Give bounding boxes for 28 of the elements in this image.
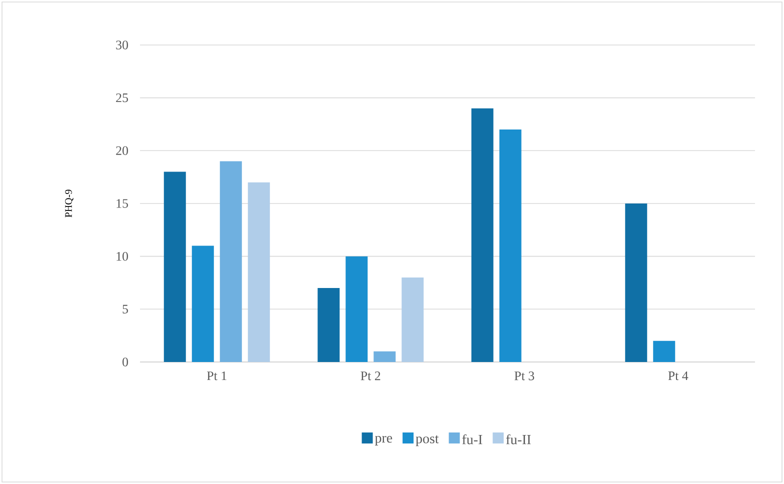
y-tick-label: 30 <box>116 40 128 50</box>
y-tick-label: 20 <box>116 146 128 156</box>
y-tick-label: 0 <box>122 358 128 366</box>
legend-label: fu-I <box>462 434 482 444</box>
bar <box>192 246 214 362</box>
legend-label: fu-II <box>506 434 531 444</box>
bar <box>499 130 522 362</box>
legend-label: pre <box>374 436 392 446</box>
bar <box>220 161 242 362</box>
bar <box>653 340 676 362</box>
y-tick-label: 10 <box>116 252 128 261</box>
x-tick-label: Pt 2 <box>360 372 380 380</box>
bar <box>374 351 396 362</box>
y-tick-label: 5 <box>122 304 128 314</box>
legend-label: post <box>416 435 439 446</box>
y-axis-title: PHQ-9 <box>65 190 74 218</box>
y-tick-label: 25 <box>116 93 128 102</box>
x-tick-label: Pt 4 <box>668 372 688 380</box>
bar <box>471 108 494 362</box>
bar <box>164 172 186 362</box>
x-tick-label: Pt 3 <box>514 372 534 380</box>
bar <box>248 182 270 362</box>
bar <box>318 288 340 362</box>
x-tick-label: Pt 1 <box>207 372 226 380</box>
bar <box>625 203 648 362</box>
bar <box>346 256 368 362</box>
bar <box>402 277 424 362</box>
y-tick-label: 15 <box>116 199 128 208</box>
